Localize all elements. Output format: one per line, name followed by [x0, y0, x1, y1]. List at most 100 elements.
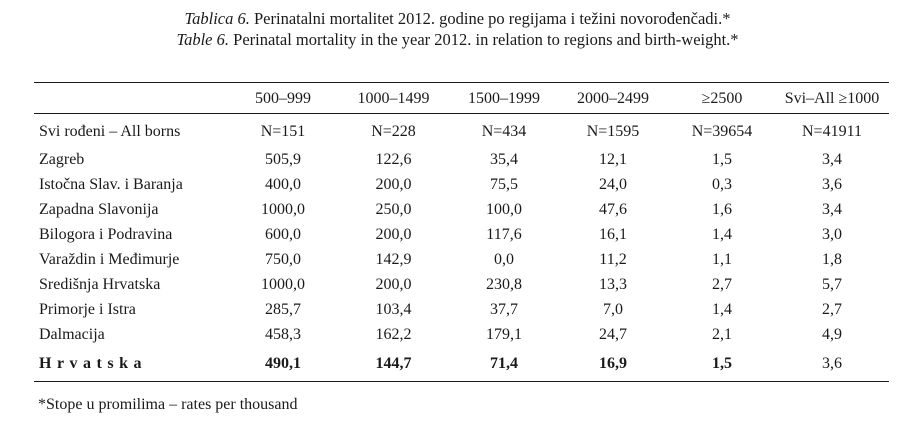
value-cell: 16,9 [599, 355, 627, 372]
value-cell: 230,8 [486, 275, 522, 293]
value-cell: 37,7 [490, 300, 518, 318]
region-name-cell: Bilogora i Podravina [39, 225, 173, 243]
table-row: Varaždin i Međimurje 750,0 142,9 0,0 11,2 1,1… [34, 247, 889, 272]
value-cell: 4,9 [822, 325, 842, 343]
value-cell: 75,5 [490, 175, 518, 193]
value-cell: 7,0 [603, 300, 623, 318]
header-cell: ≥2500 [701, 89, 743, 107]
table-row: Bilogora i Podravina 600,0 200,0 117,6 16,1 1… [34, 222, 889, 247]
table-row: Svi rođeni – All borns N=151 N=228 N=434 N=1… [34, 113, 889, 147]
header-cell: 1000–1499 [357, 89, 430, 107]
value-cell: 490,1 [265, 355, 301, 372]
value-cell: 144,7 [375, 355, 412, 372]
value-cell: 179,1 [486, 325, 522, 343]
caption-label-en: Table 6. [176, 30, 230, 49]
value-cell: 200,0 [375, 225, 412, 243]
value-cell: 122,6 [375, 150, 412, 168]
region-name-cell: Zagreb [39, 150, 85, 168]
value-cell: 100,0 [486, 200, 522, 218]
table-header-rule [34, 113, 889, 114]
footnote: *Stope u promilima – rates per thousand [38, 396, 298, 413]
table-row-total: Hrvatska 490,1 144,7 71,4 16,9 1,5 3,6 [34, 347, 889, 381]
region-name-cell: Svi rođeni – All borns [39, 123, 181, 140]
table-top-rule [34, 82, 889, 83]
value-cell: 3,4 [822, 150, 842, 168]
table-bottom-rule [34, 381, 889, 382]
value-cell: 117,6 [486, 225, 522, 243]
value-cell: 24,7 [599, 325, 627, 343]
value-cell: 162,2 [375, 325, 412, 343]
value-cell: 13,3 [599, 275, 627, 293]
value-cell: 0,0 [494, 250, 514, 268]
value-cell: 47,6 [599, 200, 627, 218]
value-cell: 200,0 [375, 275, 412, 293]
table-row: Istočna Slav. i Baranja 400,0 200,0 75,5 24,… [34, 172, 889, 197]
value-cell: N=151 [260, 123, 306, 140]
caption-text-en: Perinatal mortality in the year 2012. in… [233, 30, 739, 49]
value-cell: 2,7 [822, 300, 842, 318]
table-row: Zapadna Slavonija 1000,0 250,0 100,0 47,6 1,6… [34, 197, 889, 222]
value-cell: 2,1 [712, 325, 732, 343]
table-row: Zagreb 505,9 122,6 35,4 12,1 1,5 3,4 [34, 147, 889, 172]
caption-text-hr: Perinatalni mortalitet 2012. godine po r… [253, 9, 731, 28]
header-cell: 500–999 [255, 89, 311, 107]
table-row: Dalmacija 458,3 162,2 179,1 24,7 2,1 4,9 [34, 322, 889, 347]
caption-label-hr: Tablica 6. [184, 9, 250, 28]
value-cell: N=41911 [802, 123, 862, 140]
value-cell: 400,0 [265, 175, 301, 193]
table-row: Primorje i Istra 285,7 103,4 37,7 7,0 1,4 2,7 [34, 297, 889, 322]
value-cell: 1,5 [712, 355, 732, 372]
value-cell: 458,3 [265, 325, 301, 343]
value-cell: 1,5 [712, 150, 732, 168]
region-name-cell: Dalmacija [39, 325, 105, 343]
value-cell: 5,7 [822, 275, 842, 293]
value-cell: 35,4 [490, 150, 518, 168]
region-name-cell: Istočna Slav. i Baranja [39, 175, 183, 193]
value-cell: 3,0 [822, 225, 842, 243]
value-cell: 1,8 [822, 250, 842, 268]
header-cell: Svi–All ≥1000 [784, 89, 880, 107]
value-cell: 11,2 [599, 250, 627, 268]
table-header: 500–999 1000–1499 1500–1999 2000–2499 ≥2500 S… [34, 84, 889, 113]
value-cell: N=434 [481, 123, 527, 140]
value-cell: 285,7 [265, 300, 301, 318]
header-cell: 2000–2499 [577, 89, 649, 107]
value-cell: 3,4 [822, 200, 842, 218]
value-cell: N=39654 [691, 123, 753, 140]
header-row: 500–999 1000–1499 1500–1999 2000–2499 ≥2500 S… [34, 84, 889, 113]
table-body: Svi rođeni – All borns N=151 N=228 N=434 N=1… [34, 113, 889, 381]
region-name-cell: Središnja Hrvatska [39, 275, 161, 293]
value-cell: 12,1 [599, 150, 627, 168]
value-cell: 1,4 [712, 300, 732, 318]
value-cell: 71,4 [490, 355, 518, 372]
value-cell: 1,4 [712, 225, 732, 243]
value-cell: 600,0 [265, 225, 301, 243]
region-name-cell: Zapadna Slavonija [39, 200, 159, 218]
value-cell: 0,3 [712, 175, 732, 193]
value-cell: N=228 [371, 123, 416, 140]
region-name-cell: Primorje i Istra [39, 300, 136, 318]
value-cell: 250,0 [375, 200, 412, 218]
value-cell: 505,9 [265, 150, 301, 168]
value-cell: 142,9 [375, 250, 412, 268]
value-cell: 103,4 [375, 300, 412, 318]
table-caption-english: Table 6. Perinatal mortality in the year… [0, 30, 915, 50]
region-name-cell: Hrvatska [39, 355, 147, 372]
value-cell: 200,0 [375, 175, 412, 193]
value-cell: 16,1 [599, 225, 627, 243]
value-cell: 2,7 [712, 275, 732, 293]
table-caption-croatian: Tablica 6. Perinatalni mortalitet 2012. … [0, 9, 915, 29]
value-cell: 24,0 [599, 175, 627, 193]
value-cell: N=1595 [586, 123, 640, 140]
header-cell-region [34, 84, 230, 113]
table-row: Središnja Hrvatska 1000,0 200,0 230,8 13,3 2,… [34, 272, 889, 297]
value-cell: 1000,0 [261, 200, 305, 218]
value-cell: 1000,0 [261, 275, 305, 293]
mortality-table: 500–999 1000–1499 1500–1999 2000–2499 ≥2500 S… [34, 84, 889, 381]
header-cell: 1500–1999 [468, 89, 540, 107]
value-cell: 3,6 [822, 355, 842, 372]
value-cell: 1,6 [712, 200, 732, 218]
value-cell: 3,6 [822, 175, 842, 193]
region-name-cell: Varaždin i Međimurje [39, 250, 180, 268]
